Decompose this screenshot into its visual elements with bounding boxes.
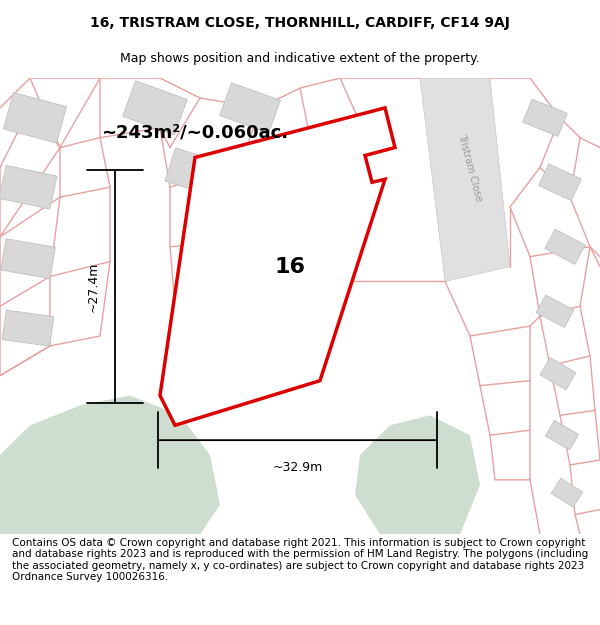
- Polygon shape: [220, 82, 280, 133]
- Polygon shape: [523, 99, 567, 136]
- Polygon shape: [122, 81, 187, 135]
- Text: 16: 16: [275, 257, 305, 277]
- Polygon shape: [2, 310, 54, 346]
- Polygon shape: [4, 92, 67, 143]
- Text: ~27.4m: ~27.4m: [86, 261, 100, 312]
- Polygon shape: [536, 295, 574, 328]
- Text: ~243m²/~0.060ac.: ~243m²/~0.060ac.: [101, 124, 289, 142]
- Polygon shape: [160, 108, 395, 425]
- Polygon shape: [539, 164, 581, 201]
- Polygon shape: [420, 78, 510, 281]
- Text: 16, TRISTRAM CLOSE, THORNHILL, CARDIFF, CF14 9AJ: 16, TRISTRAM CLOSE, THORNHILL, CARDIFF, …: [90, 16, 510, 31]
- Polygon shape: [242, 154, 298, 201]
- Text: Contains OS data © Crown copyright and database right 2021. This information is : Contains OS data © Crown copyright and d…: [12, 538, 588, 582]
- Polygon shape: [165, 148, 225, 197]
- Polygon shape: [545, 421, 578, 450]
- Text: Map shows position and indicative extent of the property.: Map shows position and indicative extent…: [120, 52, 480, 65]
- Polygon shape: [1, 239, 55, 279]
- Polygon shape: [0, 396, 220, 534]
- Polygon shape: [545, 229, 585, 264]
- Polygon shape: [355, 416, 480, 534]
- Polygon shape: [551, 478, 583, 507]
- Text: ~32.9m: ~32.9m: [272, 461, 323, 474]
- Text: Tristram Close: Tristram Close: [456, 132, 484, 202]
- Polygon shape: [182, 219, 238, 264]
- Polygon shape: [276, 206, 324, 248]
- Polygon shape: [308, 262, 352, 301]
- Polygon shape: [0, 166, 57, 209]
- Polygon shape: [540, 357, 576, 390]
